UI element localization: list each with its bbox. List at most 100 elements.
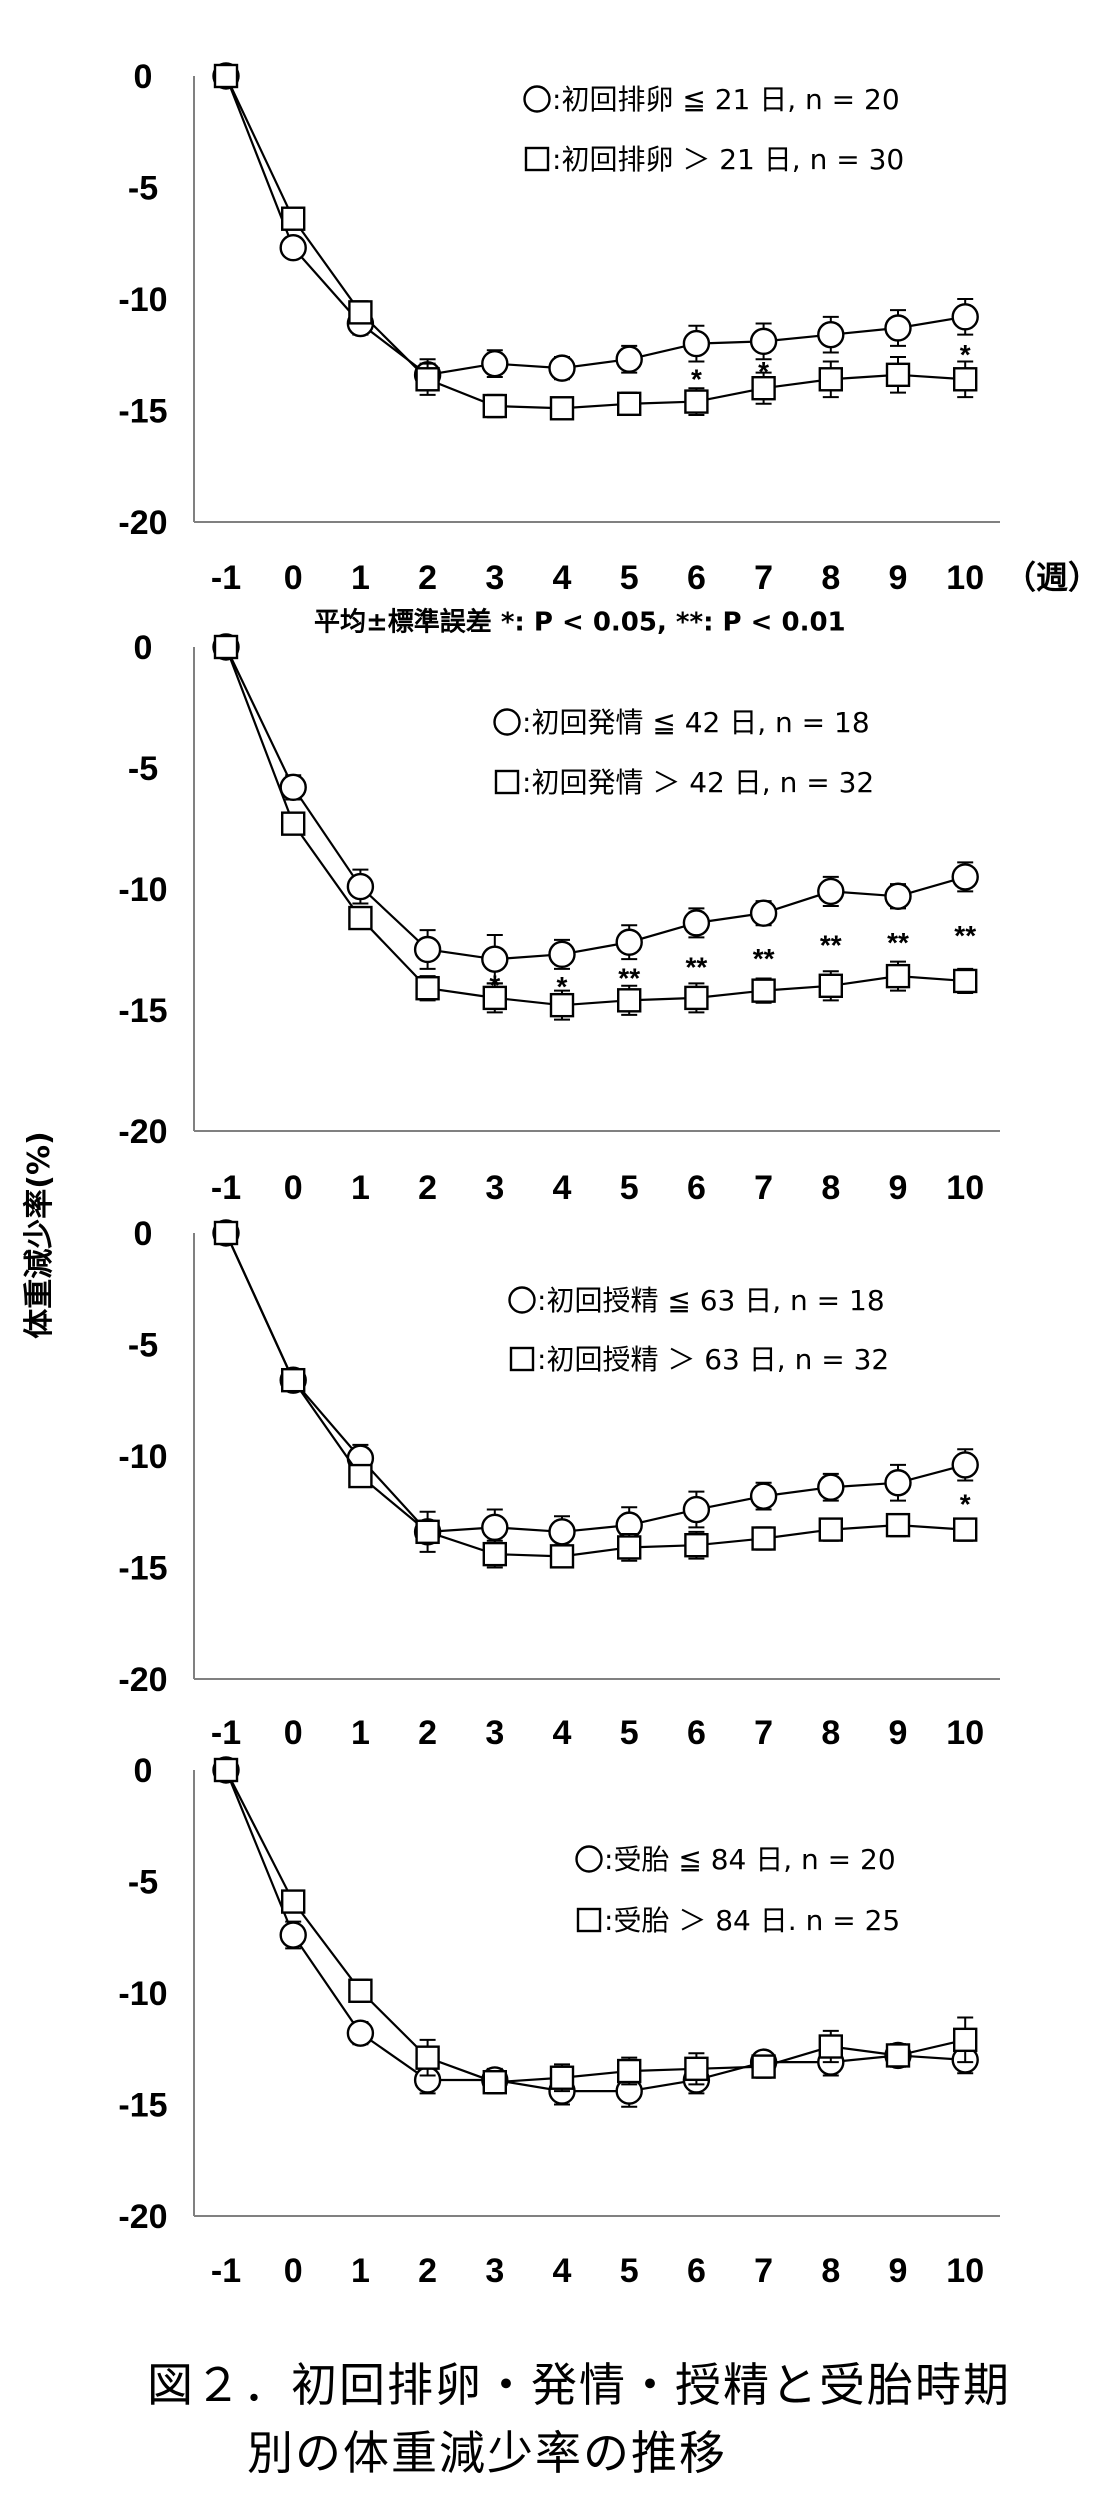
x-tick-label: 9 (889, 1714, 908, 1752)
x-tick-label: 4 (553, 1169, 572, 1207)
data-point-square (953, 367, 978, 392)
data-point-square (213, 63, 239, 89)
data-point-square (818, 367, 843, 392)
x-tick-label: 0 (284, 559, 303, 597)
chart-panels: 0-5-10-15-20-1 0 1 2 3 4 5 6 7 8 9 10 （週）* **:初回排卵 ≦ … (118, 58, 1100, 2290)
data-point-square (617, 391, 642, 417)
data-point-circle (346, 872, 375, 901)
data-point-square (885, 362, 911, 388)
series-line (224, 646, 966, 1007)
data-point-circle (749, 1482, 778, 1510)
x-tick-label: 2 (418, 2252, 437, 2290)
data-point-square (348, 1463, 373, 1489)
data-point-square (617, 988, 642, 1013)
series-line (225, 75, 966, 410)
x-tick-label: 2 (418, 1714, 437, 1752)
x-tick-label: 9 (889, 1169, 908, 1207)
legend-separator: : (604, 1843, 613, 1876)
y-tick-label: -5 (128, 170, 158, 208)
data-point-square (482, 1541, 507, 1567)
legend-marker-square (509, 1346, 535, 1372)
legend-text: 初回授精 ＞ 63 日, n = 32 (546, 1343, 889, 1376)
data-point-circle (615, 345, 643, 373)
series-2-square (213, 634, 978, 1021)
series-2-square (213, 1757, 978, 2095)
y-tick-label: -5 (128, 1327, 158, 1365)
data-point-square (617, 2058, 642, 2084)
significance-label: * (960, 1488, 971, 1519)
x-tick-label: 1 (351, 1714, 370, 1752)
data-point-square (348, 1978, 373, 2003)
x-tick-label: 5 (620, 559, 639, 597)
data-point-circle (548, 354, 576, 382)
legend-marker-square (576, 1907, 602, 1933)
series-1-circle (212, 1219, 979, 1553)
data-point-square (281, 206, 306, 231)
y-axis-label: 体重減少率(%) (22, 1131, 57, 1338)
legend-label: :初回授精 ＞ 63 日, n = 32 (537, 1343, 889, 1376)
data-point-square (818, 973, 843, 998)
significance-label: ** (686, 951, 708, 982)
data-point-square (684, 389, 709, 414)
x-tick-label: 10 (946, 2252, 984, 2290)
data-point-circle (817, 877, 845, 906)
legend-item: :受胎 ≦ 84 日, n = 20 (575, 1843, 896, 1876)
data-point-square (281, 811, 306, 836)
legend-separator: : (522, 706, 531, 739)
x-tick-label: 1 (351, 1169, 370, 1207)
series-line (225, 646, 966, 961)
chart-panel-3: 0-5-10-15-20-1 0 1 2 3 4 5 6 7 8 9 10*:初回授精 ≦ 63 日,… (118, 1215, 1000, 1752)
data-point-square (885, 963, 911, 989)
x-tick-label: -1 (211, 1714, 241, 1752)
data-point-square (818, 1517, 843, 1542)
caption-line-2: 別の体重減少率の推移 (247, 2426, 727, 2480)
legend-label: :受胎 ＞ 84 日. n = 25 (604, 1904, 900, 1937)
x-tick-label: 9 (889, 559, 908, 597)
data-point-square (213, 634, 239, 660)
significance-label: * (691, 364, 702, 395)
y-tick-label: -10 (118, 1975, 167, 2013)
x-tick-label: 9 (889, 2252, 908, 2290)
significance-label: ** (618, 962, 640, 993)
data-point-circle (884, 882, 912, 910)
data-point-circle (884, 314, 912, 342)
legend-item: :初回排卵 ＞ 21 日, n = 30 (524, 143, 904, 176)
data-point-square (818, 2034, 843, 2059)
data-point-circle (682, 329, 711, 358)
legend-label: :初回授精 ≦ 63 日, n = 18 (537, 1284, 885, 1317)
data-point-circle (413, 935, 442, 964)
y-tick-label: -10 (118, 871, 167, 909)
data-point-square (617, 1535, 642, 1560)
legend-marker-square (494, 769, 520, 795)
data-point-circle (548, 940, 576, 969)
data-point-square (415, 2045, 440, 2070)
legend-text: 初回排卵 ＞ 21 日, n = 30 (561, 143, 904, 176)
legend-label: :初回排卵 ＞ 21 日, n = 30 (552, 143, 904, 176)
x-tick-label: -1 (211, 1169, 241, 1207)
legend-separator: : (537, 1284, 546, 1317)
y-tick-label: -20 (118, 2198, 167, 2236)
series-line (224, 1232, 966, 1558)
chart-panel-2: 0-5-10-15-20-1 0 1 2 3 4 5 6 7 8 9 10* * ** ** ** ** ** **… (118, 629, 1000, 1207)
y-tick-label: 0 (134, 58, 153, 96)
y-tick-label: 0 (134, 1215, 153, 1253)
legend-item: :初回発情 ≦ 42 日, n = 18 (493, 706, 870, 739)
data-point-square (953, 1517, 978, 1542)
significance-label: * (557, 971, 568, 1002)
data-point-square (751, 2054, 776, 2079)
legend-marker-circle (493, 708, 521, 736)
x-tick-label: -1 (211, 559, 241, 597)
data-point-circle (884, 1469, 912, 1497)
y-tick-label: -5 (128, 750, 158, 788)
data-point-square (751, 978, 776, 1003)
legend-marker-circle (508, 1286, 536, 1314)
x-tick-label: 7 (754, 2252, 773, 2290)
chart-panel-1: 0-5-10-15-20-1 0 1 2 3 4 5 6 7 8 9 10 （週）* **:初回排卵 ≦ … (118, 58, 1100, 597)
data-point-square (415, 367, 440, 392)
data-point-circle (481, 349, 509, 378)
y-tick-label: 0 (134, 629, 153, 667)
legend-separator: : (552, 83, 561, 116)
data-point-square (415, 976, 440, 1001)
data-point-circle (481, 945, 509, 973)
